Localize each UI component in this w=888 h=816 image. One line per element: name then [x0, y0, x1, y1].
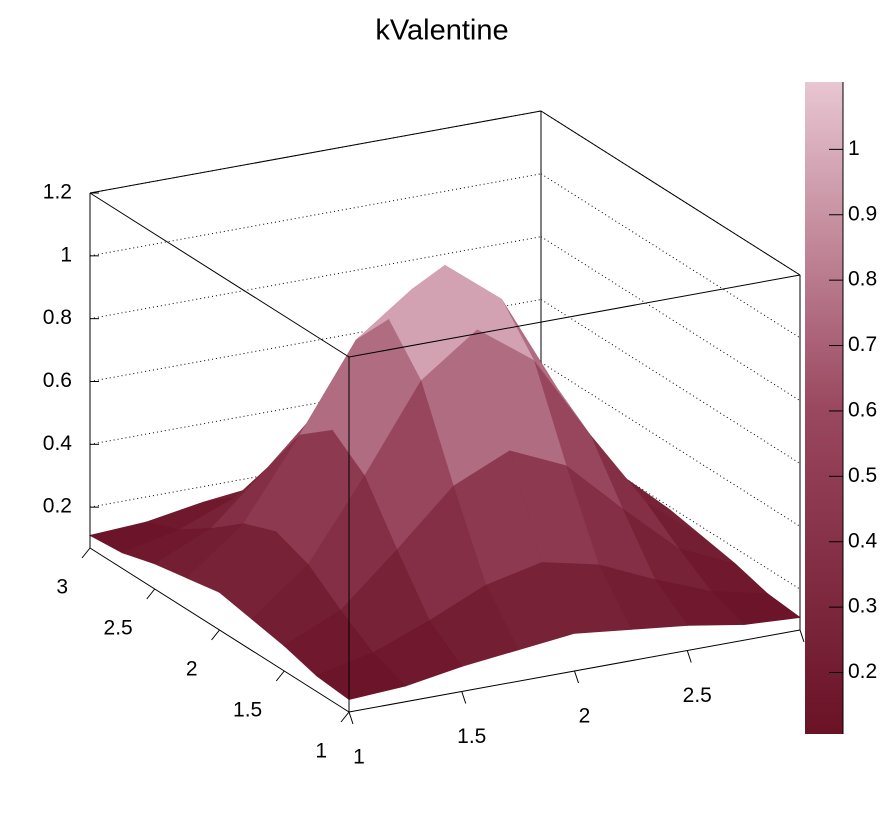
colorbar-tick-label: 0.5 — [848, 464, 877, 487]
x-tick-label: 2 — [579, 705, 591, 728]
grid-line — [89, 299, 542, 382]
z-tick-label: 1.2 — [43, 181, 72, 204]
y-tick — [211, 629, 220, 641]
y-tick — [275, 670, 285, 682]
grid-line — [540, 236, 801, 402]
grid-line — [89, 424, 542, 508]
x-tick — [574, 670, 579, 684]
y-tick — [81, 547, 91, 559]
colorbar-tick-label: 0.3 — [848, 595, 877, 618]
y-tick-label: 3 — [56, 576, 68, 599]
x-tick-label: 1 — [353, 746, 365, 769]
box-edge — [89, 110, 542, 194]
x-tick — [799, 629, 805, 643]
x-tick — [348, 711, 354, 725]
grid-line — [89, 173, 542, 257]
grid-line — [540, 173, 801, 339]
chart-title: kValentine — [375, 15, 508, 47]
box-edge — [348, 274, 801, 358]
z-tick-label: 0.6 — [43, 369, 72, 392]
colorbar-tick-label: 0.4 — [848, 529, 878, 552]
box-edge — [540, 110, 801, 276]
x-tick-label: 1.5 — [457, 725, 486, 748]
y-tick-label: 1 — [315, 740, 327, 763]
x-tick — [461, 691, 467, 704]
colorbar — [805, 82, 843, 734]
y-tick-label: 2.5 — [104, 617, 133, 640]
z-tick-label: 0.2 — [43, 495, 72, 518]
box-edge — [89, 192, 350, 358]
z-tick-label: 0.8 — [43, 306, 72, 329]
colorbar-tick-label: 0.9 — [848, 202, 877, 225]
surface-patch — [315, 652, 407, 700]
y-tick-label: 1.5 — [233, 699, 262, 722]
colorbar-tick-label: 0.2 — [848, 660, 877, 683]
colorbar-tick-label: 0.8 — [848, 268, 877, 291]
x-tick-label: 2.5 — [683, 684, 712, 707]
colorbar-tick-label: 1 — [848, 137, 860, 160]
x-tick — [686, 650, 692, 663]
y-tick — [146, 588, 156, 600]
colorbar-tick-label: 0.7 — [848, 333, 877, 356]
colorbar-tick-label: 0.6 — [848, 398, 877, 421]
z-tick-label: 1 — [60, 243, 72, 266]
y-tick — [340, 711, 350, 723]
grid-line — [89, 236, 542, 320]
y-tick-label: 2 — [186, 658, 198, 681]
grid-line — [89, 361, 542, 445]
z-tick-label: 0.4 — [43, 432, 73, 455]
